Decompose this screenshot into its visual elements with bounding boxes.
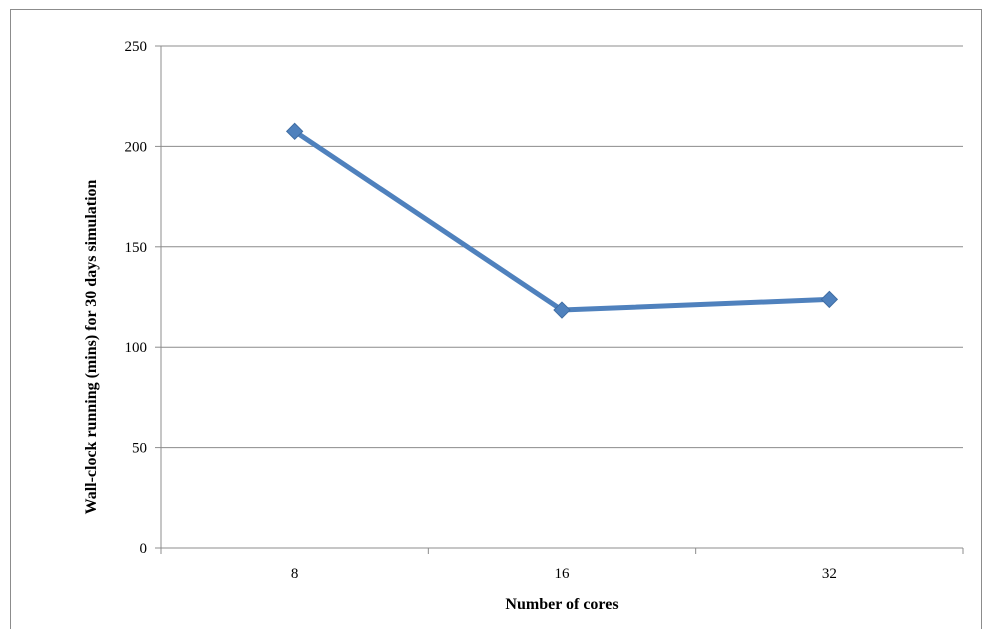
x-tick-label: 32 [822, 566, 837, 582]
x-tick-label: 8 [291, 566, 299, 582]
y-axis-title: Wall-clock running (mins) for 30 days si… [83, 179, 100, 514]
y-tick-labels: 0 50 100 150 200 250 [125, 39, 148, 557]
data-point-marker [553, 301, 571, 319]
data-point-marker [285, 122, 304, 141]
y-tick-label: 200 [125, 139, 148, 155]
axes [155, 45, 964, 554]
x-axis-title: Number of cores [505, 596, 618, 613]
y-tick-label: 150 [125, 240, 148, 256]
gridlines [161, 45, 963, 449]
data-point-marker [820, 290, 839, 309]
x-tick-label: 16 [555, 566, 571, 582]
y-tick-label: 50 [132, 441, 147, 457]
y-tick-label: 250 [125, 39, 148, 55]
series-line [292, 128, 832, 313]
y-tick-label: 100 [125, 340, 148, 356]
chart-frame [10, 9, 982, 629]
x-tick-labels: 8 16 32 [291, 566, 837, 582]
series-layer [285, 122, 839, 319]
y-tick-label: 0 [140, 541, 148, 557]
